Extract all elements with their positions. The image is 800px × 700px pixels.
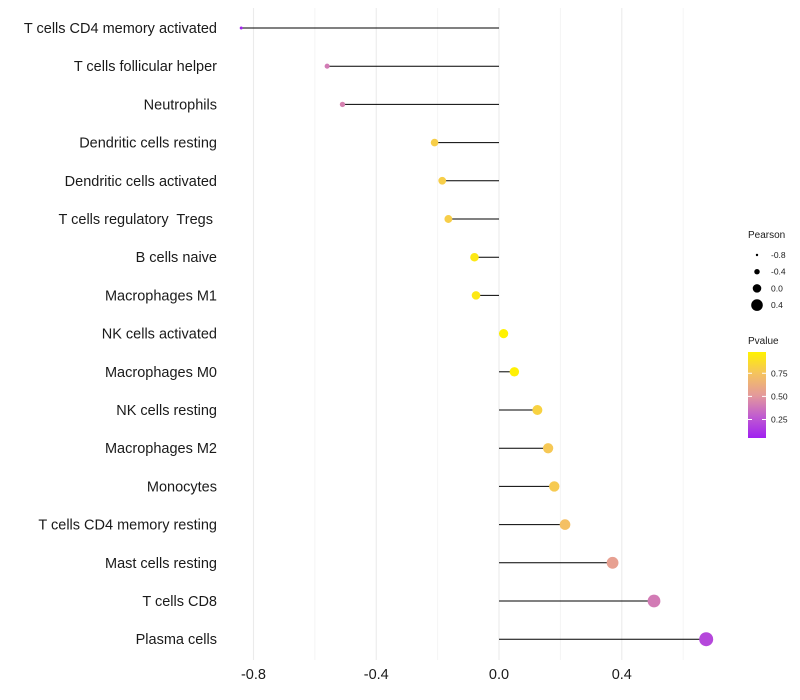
lollipop-point: [606, 556, 619, 569]
pearson-legend-key: [752, 284, 762, 293]
y-axis-label: T cells CD4 memory resting: [38, 518, 217, 534]
pearson-legend-title: Pearson: [748, 230, 785, 241]
x-tick-label: 0.0: [489, 667, 509, 683]
y-axis-label: Dendritic cells activated: [65, 174, 217, 190]
lollipop-point: [559, 519, 571, 530]
lollipop-point: [699, 632, 714, 647]
y-axis-label: Dendritic cells resting: [79, 136, 217, 152]
y-axis-label: NK cells resting: [116, 403, 217, 419]
pearson-legend-label: 0.0: [771, 283, 783, 293]
y-axis-label: T cells CD8: [142, 594, 217, 610]
y-axis-label: Plasma cells: [136, 632, 217, 648]
y-axis-label: T cells follicular helper: [74, 59, 217, 75]
pvalue-legend-label: 0.25: [771, 415, 788, 425]
pearson-legend-key: [754, 268, 760, 275]
lollipop-point: [324, 63, 330, 69]
x-tick-label: 0.4: [612, 667, 632, 683]
pvalue-legend: Pvalue 0.75 0.50 0.25: [748, 336, 788, 438]
lollipop-point: [471, 291, 481, 300]
lollipop-points: [239, 26, 714, 647]
y-axis-label: Macrophages M1: [105, 288, 217, 304]
y-axis-label: NK cells activated: [102, 327, 217, 343]
pearson-legend-label: 0.4: [771, 300, 783, 310]
grid-lines: [252, 8, 684, 660]
pearson-legend-key: [755, 253, 759, 257]
lollipop-point: [430, 138, 439, 147]
y-axis-label: T cells regulatory Tregs: [59, 212, 218, 228]
lollipop-point: [444, 215, 453, 223]
y-axis-label: Mast cells resting: [105, 556, 217, 572]
lollipop-segments: [241, 27, 707, 640]
lollipop-point: [549, 481, 560, 492]
pvalue-colorbar: [748, 352, 766, 438]
y-axis-label: Macrophages M2: [105, 441, 217, 457]
y-axis-label: Neutrophils: [144, 97, 217, 113]
pearson-legend-label: -0.8: [771, 250, 786, 260]
lollipop-point: [438, 176, 447, 185]
lollipop-point: [542, 443, 554, 454]
lollipop-point: [499, 329, 509, 339]
pearson-legend-key: [751, 299, 763, 311]
lollipop-point: [647, 594, 661, 608]
y-axis-labels: T cells CD4 memory activated T cells foll…: [24, 21, 217, 648]
pearson-legend-label: -0.4: [771, 267, 786, 277]
lollipop-point: [532, 405, 543, 415]
pvalue-legend-label: 0.50: [771, 391, 788, 401]
y-axis-label: B cells naive: [136, 250, 217, 266]
pearson-legend: Pearson -0.8 -0.4 0.0 0.4: [748, 230, 786, 311]
pvalue-legend-title: Pvalue: [748, 336, 779, 347]
pvalue-legend-label: 0.75: [771, 368, 788, 378]
lollipop-point: [470, 252, 479, 262]
x-tick-label: -0.4: [364, 667, 389, 683]
lollipop-point: [339, 101, 346, 108]
y-axis-label: Macrophages M0: [105, 365, 217, 381]
x-tick-label: -0.8: [241, 667, 266, 683]
y-axis-label: Monocytes: [147, 479, 217, 495]
x-axis-ticks: -0.8 -0.4 0.0 0.4: [241, 667, 632, 683]
lollipop-point: [239, 26, 243, 30]
y-axis-label: T cells CD4 memory activated: [24, 21, 217, 37]
lollipop-point: [509, 367, 520, 377]
